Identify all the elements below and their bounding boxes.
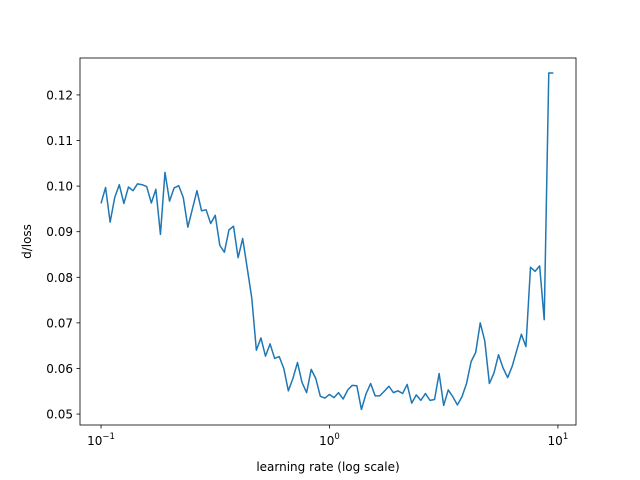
plot-area [100,72,554,411]
tick-exponent: 1 [563,432,568,442]
y-tick-label: 0.09 [46,225,73,239]
tick-base: 10 [319,434,334,448]
tick-base: 10 [87,434,102,448]
y-tick-label: 0.08 [46,271,73,285]
tick-exponent: −1 [102,432,115,442]
y-axis-label: d/loss [20,224,34,259]
axes-frame [79,57,577,426]
tick-exponent: 0 [334,432,339,442]
y-tick-label: 0.11 [46,134,73,148]
y-tick-label: 0.12 [46,88,73,102]
y-tick-label: 0.05 [46,408,73,422]
y-tick-label: 0.07 [46,316,73,330]
y-tick-label: 0.10 [46,180,73,194]
x-axis-label: learning rate (log scale) [256,460,399,474]
tick-base: 10 [548,434,563,448]
x-tick-label: 10−1 [87,432,115,448]
data-line [100,72,554,411]
y-tick-label: 0.06 [46,362,73,376]
x-tick-label: 101 [548,432,569,448]
x-tick-label: 100 [319,432,340,448]
